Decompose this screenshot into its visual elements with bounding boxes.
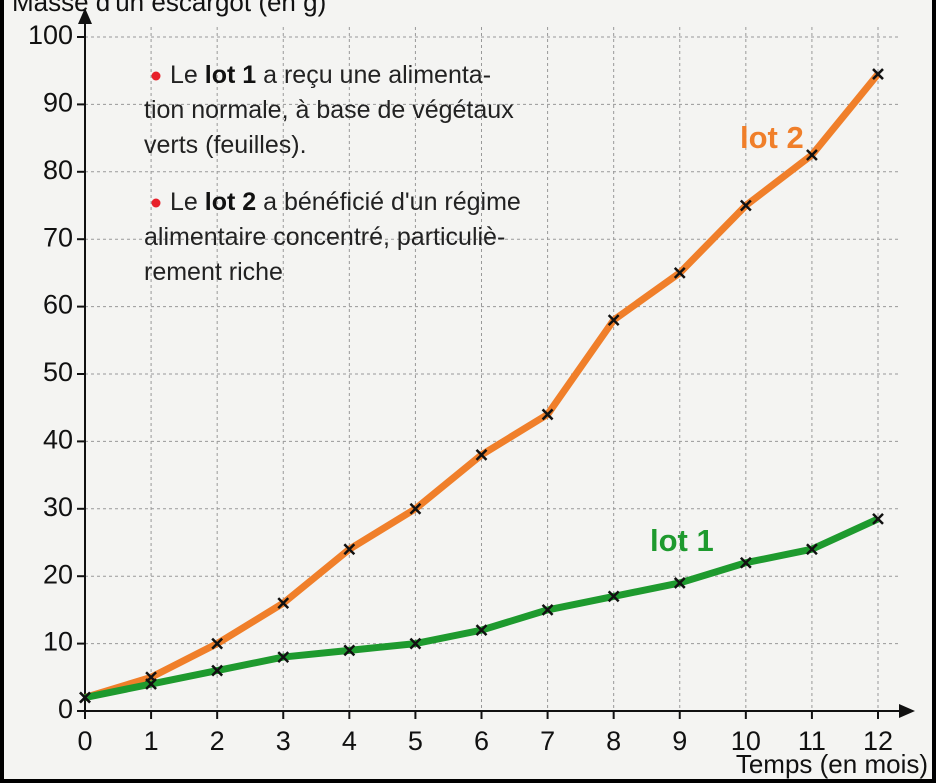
annotation-line: alimentaire concentré, particuliè- — [144, 223, 505, 251]
data-point — [806, 149, 818, 161]
x-tick-label: 0 — [77, 726, 92, 756]
annotation-text: rement riche — [144, 258, 283, 286]
data-point — [409, 637, 422, 650]
data-point — [739, 556, 752, 569]
y-axis-arrow — [78, 8, 92, 24]
data-point — [475, 624, 488, 637]
y-tick-label: 20 — [43, 559, 73, 589]
y-tick-label: 60 — [43, 290, 73, 320]
annotation-line: Le lot 2 a bénéficié d'un régime — [170, 188, 521, 216]
data-point — [739, 199, 752, 212]
series-label: lot 2 — [740, 120, 804, 155]
annotation-text: verts (feuilles). — [144, 131, 307, 159]
data-point — [475, 448, 488, 461]
y-axis-label: Masse d'un escargot (en g) — [12, 0, 326, 17]
x-tick-label: 11 — [798, 726, 826, 756]
x-tick-label: 9 — [672, 726, 687, 756]
data-point — [541, 408, 554, 421]
data-point — [145, 678, 157, 690]
x-tick-label: 10 — [731, 726, 761, 756]
annotation-text: tion normale, à base de végétaux — [144, 96, 514, 124]
data-point — [673, 577, 686, 589]
y-tick-label: 50 — [43, 357, 73, 387]
data-point — [607, 590, 620, 603]
data-point — [277, 651, 290, 663]
x-axis-label: Temps (en mois) — [736, 749, 928, 779]
x-tick-label: 5 — [408, 726, 423, 756]
data-point — [673, 267, 686, 279]
x-tick-label: 4 — [342, 726, 357, 756]
bullet — [151, 71, 161, 81]
data-point — [277, 597, 290, 610]
annotation-text: Le — [170, 61, 205, 89]
y-tick-label: 40 — [43, 425, 73, 455]
x-tick-label: 6 — [474, 726, 489, 756]
data-point — [607, 314, 620, 326]
data-point — [872, 68, 884, 80]
series-label: lot 1 — [650, 523, 714, 558]
data-point — [409, 502, 422, 515]
data-point — [211, 637, 224, 650]
data-point — [343, 644, 356, 657]
x-tick-label: 8 — [606, 726, 621, 756]
annotation-line: verts (feuilles). — [144, 131, 307, 159]
annotation-text: Le — [170, 188, 205, 216]
annotation-text: a bénéficié d'un régime — [256, 188, 521, 216]
annotation-line: rement riche — [144, 258, 283, 286]
x-tick-label: 1 — [144, 726, 159, 756]
annotation-text: alimentaire concentré, particuliè- — [144, 223, 505, 251]
x-axis-arrow — [899, 704, 915, 718]
y-tick-label: 0 — [58, 694, 73, 724]
data-point — [79, 691, 91, 704]
annotation-text: lot 1 — [205, 61, 256, 89]
y-tick-label: 70 — [43, 222, 73, 252]
y-tick-label: 80 — [43, 155, 73, 185]
y-tick-label: 90 — [43, 88, 73, 118]
bullet — [151, 198, 161, 208]
x-tick-label: 3 — [276, 726, 291, 756]
data-point — [872, 513, 884, 525]
annotation-text: lot 2 — [205, 188, 256, 216]
y-tick-label: 100 — [28, 20, 73, 50]
data-point — [343, 543, 356, 556]
x-tick-label: 7 — [540, 726, 555, 756]
data-point — [806, 543, 818, 556]
y-tick-label: 10 — [43, 627, 73, 657]
background — [4, 0, 932, 779]
y-tick-label: 30 — [43, 492, 73, 522]
annotation-line: tion normale, à base de végétaux — [144, 96, 514, 124]
x-tick-label: 12 — [863, 726, 893, 756]
data-point — [541, 604, 554, 616]
data-point — [211, 664, 224, 677]
annotation-text: a reçu une alimenta- — [256, 61, 491, 89]
annotation-line: Le lot 1 a reçu une alimenta- — [170, 61, 491, 89]
x-tick-label: 2 — [210, 726, 225, 756]
